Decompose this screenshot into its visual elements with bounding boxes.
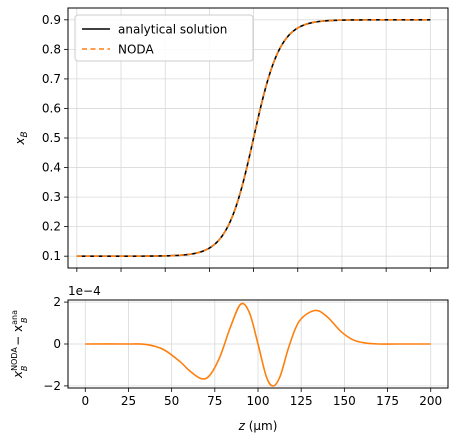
bottom-x-tick-label: 200 (419, 394, 442, 408)
bottom-series (85, 302, 431, 387)
bottom-x-tick-label: 0 (81, 394, 89, 408)
bottom-ticks: 0 25 50 75 100 125 150 175 200 −2 0 2 (43, 295, 442, 408)
bottom-x-tick-label: 75 (207, 394, 222, 408)
legend-label: NODA (118, 43, 154, 57)
top-y-axis-label: xB (13, 131, 30, 145)
top-y-tick-label: 0.2 (42, 220, 61, 234)
legend: analytical solution NODA (74, 14, 254, 62)
legend-label: analytical solution (118, 23, 227, 37)
bottom-y-tick-label: 2 (53, 295, 61, 309)
bottom-x-tick-label: 100 (247, 394, 270, 408)
top-y-tick-label: 0.3 (42, 190, 61, 204)
difference-line (85, 302, 431, 387)
noda-line (76, 19, 431, 257)
bottom-y-axis-label: xNODAB − xanaB (10, 310, 29, 379)
bottom-x-tick-label: 150 (333, 394, 356, 408)
bottom-y-tick-label: 0 (53, 337, 61, 351)
bottom-x-tick-label: 125 (290, 394, 313, 408)
bottom-y-tick-label: −2 (43, 379, 61, 393)
bottom-plot: 0 25 50 75 100 125 150 175 200 −2 0 2 1e−4 z (μm) x… (10, 284, 449, 433)
top-y-tick-label: 0.8 (42, 42, 61, 56)
bottom-x-axis-label: z (μm) (238, 419, 278, 433)
bottom-x-tick-label: 175 (376, 394, 399, 408)
bottom-x-tick-label: 25 (121, 394, 136, 408)
top-y-tick-label: 0.5 (42, 131, 61, 145)
top-y-tick-label: 0.9 (42, 13, 61, 27)
top-ticks: 0.1 0.2 0.3 0.4 0.5 0.6 0.7 0.8 0.9 (42, 13, 431, 272)
top-y-tick-label: 0.4 (42, 161, 61, 175)
bottom-x-tick-label: 50 (164, 394, 179, 408)
top-grid (68, 8, 448, 268)
top-plot: 0.1 0.2 0.3 0.4 0.5 0.6 0.7 0.8 0.9 xB analytica… (13, 7, 449, 272)
top-y-tick-label: 0.6 (42, 101, 61, 115)
legend-box (74, 14, 254, 62)
top-y-tick-label: 0.1 (42, 249, 61, 263)
bottom-offset-text: 1e−4 (68, 284, 101, 298)
top-y-tick-label: 0.7 (42, 72, 61, 86)
top-series (76, 19, 431, 257)
